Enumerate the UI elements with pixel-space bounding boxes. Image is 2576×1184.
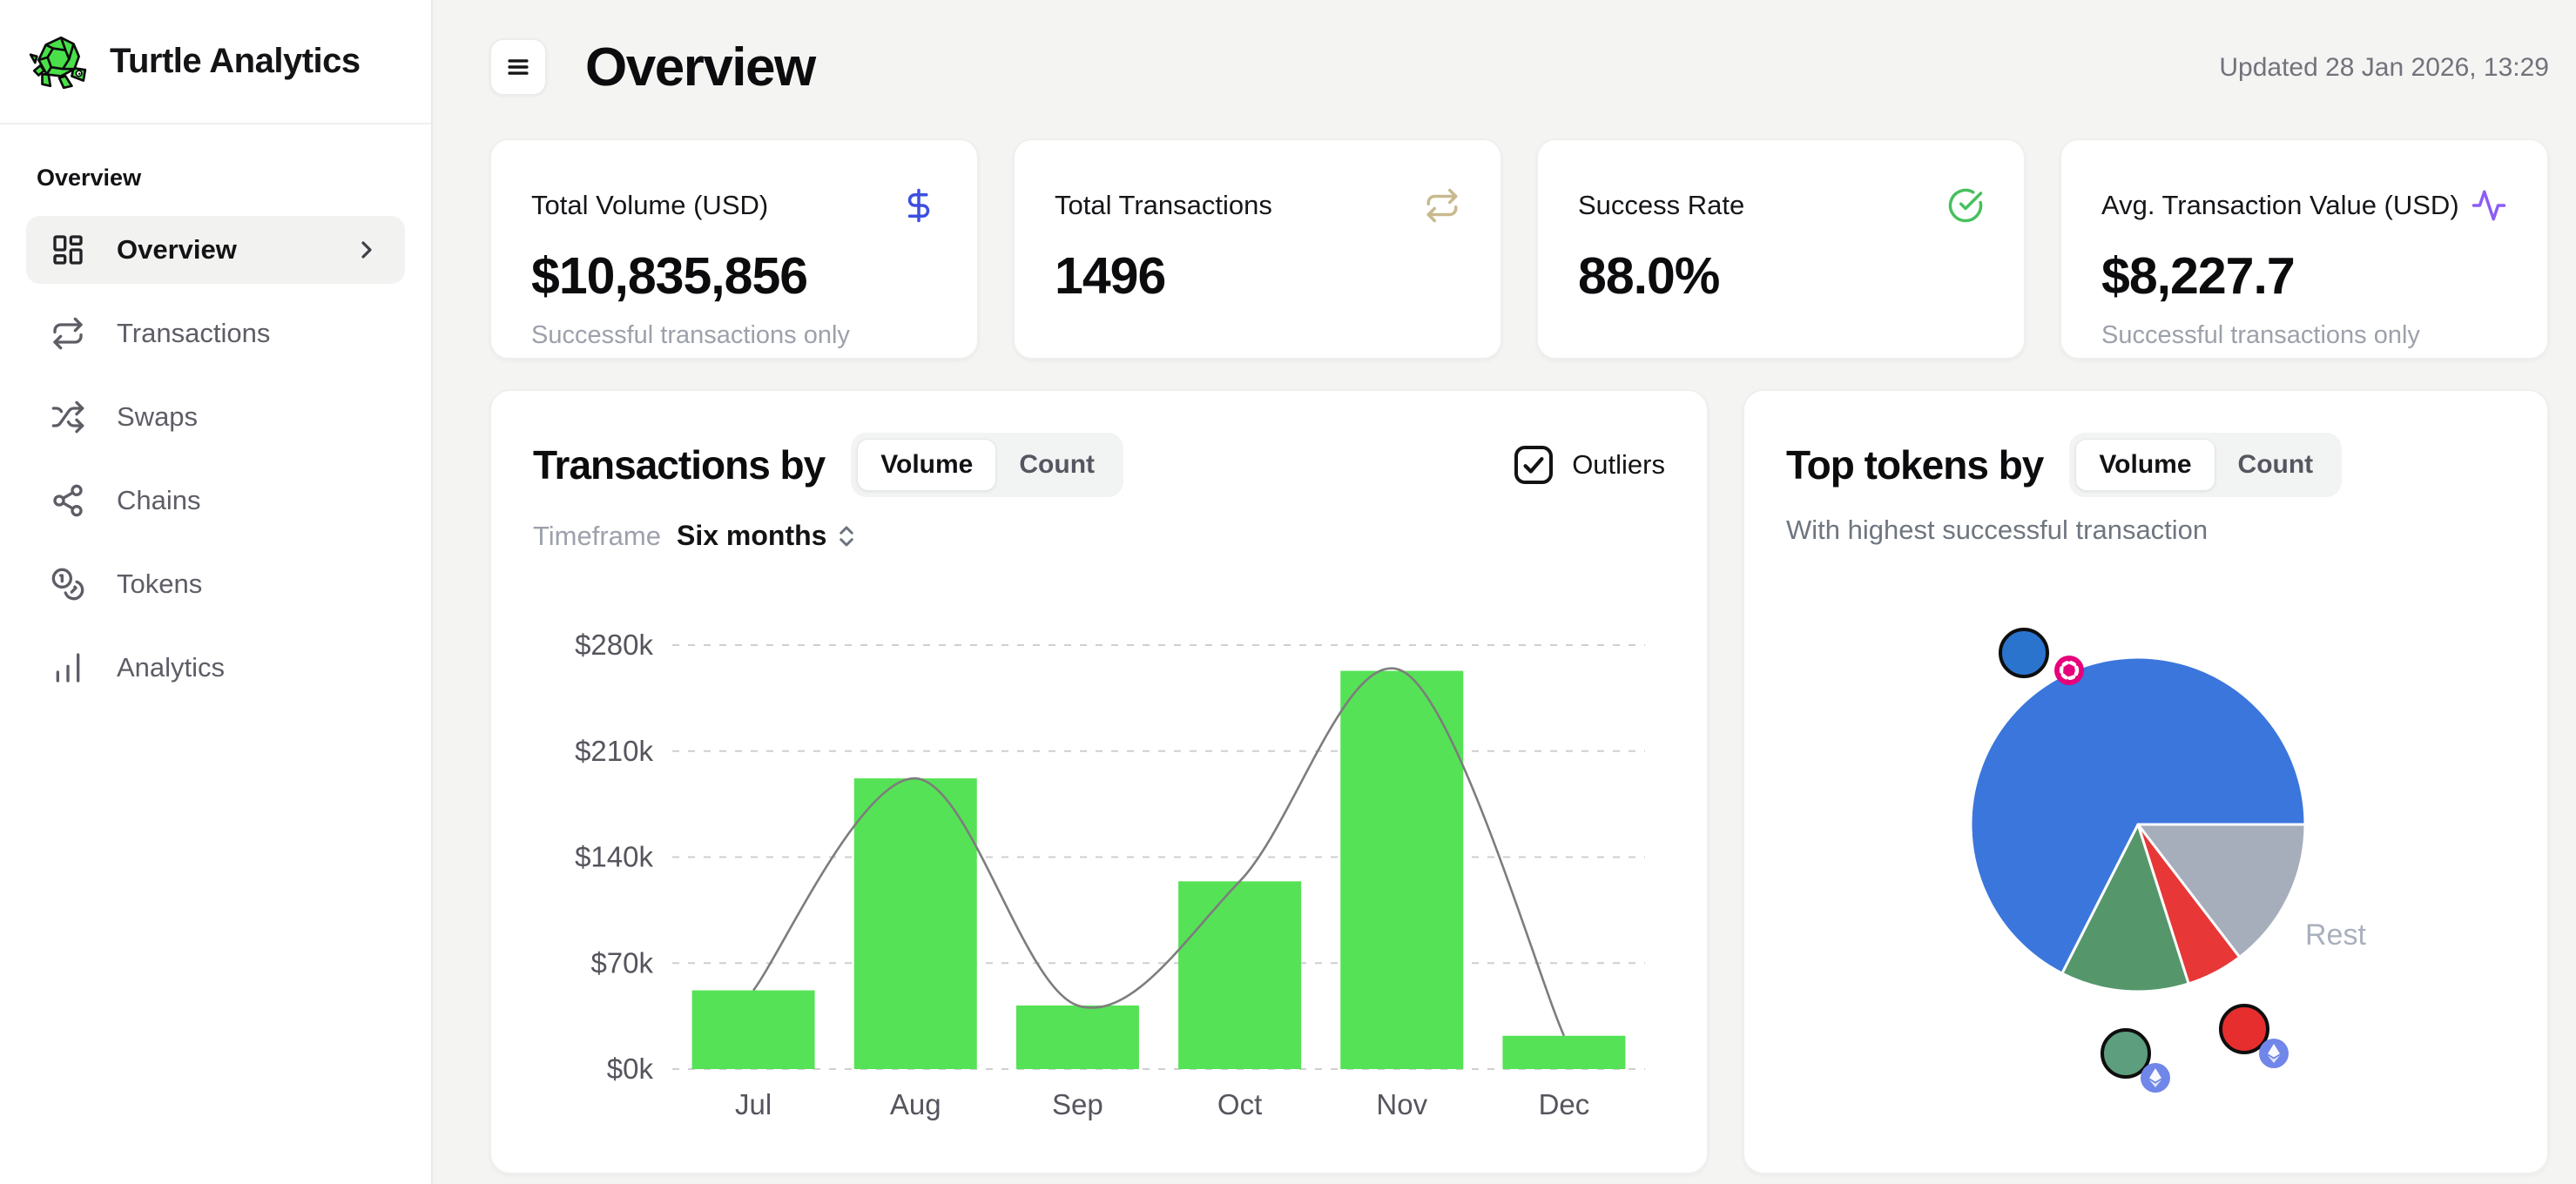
red-token-icon bbox=[2219, 1004, 2289, 1068]
timeframe-label: Timeframe bbox=[533, 520, 661, 551]
chevrons-up-down-icon bbox=[840, 526, 854, 546]
usdc-token-icon: $ bbox=[1999, 628, 2084, 685]
svg-text:$210k: $210k bbox=[575, 735, 653, 767]
bar-chart-icon bbox=[56, 653, 80, 683]
svg-text:Oct: Oct bbox=[1217, 1088, 1262, 1120]
tokens-panel-title: Top tokens by bbox=[1786, 442, 2044, 488]
tokens-volume-count-toggle: Volume Count bbox=[2069, 433, 2343, 497]
svg-text:Sep: Sep bbox=[1052, 1088, 1103, 1120]
sidebar-item-label: Transactions bbox=[117, 318, 271, 348]
sidebar-item-analytics[interactable]: Analytics bbox=[26, 634, 405, 702]
timeframe-value: Six months bbox=[676, 520, 827, 551]
transactions-panel: Transactions by Volume Count Outliers Ti… bbox=[489, 389, 1709, 1174]
svg-text:Nov: Nov bbox=[1376, 1088, 1427, 1120]
stat-subtitle: Successful transactions only bbox=[531, 321, 850, 349]
sidebar-item-tokens[interactable]: Tokens bbox=[26, 550, 405, 618]
transactions-bar-chart: $0k $70k $140k $210k $280k Jul Aug Sep Oct Nov Dec bbox=[575, 629, 1645, 1120]
page-title: Overview bbox=[585, 37, 816, 98]
stat-subtitle: Successful transactions only bbox=[2101, 321, 2420, 349]
check-icon bbox=[1523, 457, 1544, 474]
toggle-count-button[interactable]: Count bbox=[996, 439, 1117, 491]
svg-text:$0k: $0k bbox=[607, 1053, 654, 1085]
transactions-panel-title: Transactions by bbox=[533, 442, 826, 488]
top-tokens-panel: Top tokens by Volume Count With highest … bbox=[1743, 389, 2549, 1174]
stat-card-total-volume: Total Volume (USD) $10,835,856 Successfu… bbox=[489, 138, 979, 360]
sidebar-item-transactions[interactable]: Transactions bbox=[26, 299, 405, 367]
stat-value: 1496 bbox=[1055, 247, 1166, 305]
svg-text:Jul: Jul bbox=[735, 1088, 772, 1120]
stat-value: $8,227.7 bbox=[2101, 247, 2296, 305]
outliers-checkbox[interactable] bbox=[1514, 446, 1554, 484]
svg-text:$140k: $140k bbox=[575, 841, 653, 873]
turtle-logo-icon bbox=[29, 36, 87, 89]
ethereum-badge-icon bbox=[2259, 1039, 2289, 1068]
menu-button[interactable] bbox=[489, 37, 547, 96]
network-icon bbox=[53, 484, 83, 517]
shuffle-icon bbox=[51, 400, 84, 434]
stat-label: Total Transactions bbox=[1055, 190, 1272, 220]
sidebar-item-label: Swaps bbox=[117, 401, 199, 432]
menu-icon bbox=[508, 58, 529, 75]
dashboard-icon bbox=[53, 235, 83, 265]
stat-card-total-transactions: Total Transactions 1496 bbox=[1013, 138, 1502, 360]
polkadot-badge-icon bbox=[2054, 656, 2084, 685]
topbar: Overview Updated 28 Jan 2026, 13:29 bbox=[489, 37, 2549, 98]
sidebar-item-chains[interactable]: Chains bbox=[26, 467, 405, 535]
sidebar-item-label: Chains bbox=[117, 485, 201, 515]
outliers-label: Outliers bbox=[1572, 449, 1665, 480]
svg-text:Dec: Dec bbox=[1539, 1088, 1590, 1120]
nav-section-label: Overview bbox=[37, 165, 142, 191]
stat-value: 88.0% bbox=[1578, 247, 1720, 305]
coins-icon bbox=[51, 568, 84, 601]
panels-row: Transactions by Volume Count Outliers Ti… bbox=[489, 389, 2549, 1174]
outliers-checkbox-row[interactable]: Outliers bbox=[1514, 446, 1665, 484]
toggle-volume-button[interactable]: Volume bbox=[2075, 439, 2215, 491]
chevron-right-icon bbox=[361, 241, 372, 259]
circle-check-icon bbox=[1948, 188, 1983, 223]
toggle-count-button[interactable]: Count bbox=[2215, 439, 2337, 491]
ethereum-badge-icon bbox=[2141, 1063, 2170, 1093]
sidebar-item-label: Tokens bbox=[117, 568, 203, 599]
top-tokens-pie-chart bbox=[1969, 656, 2307, 993]
sidebar-nav: Overview Overview Transactions Swaps bbox=[0, 124, 431, 702]
main-content: Overview Updated 28 Jan 2026, 13:29 Tota… bbox=[433, 0, 2576, 1184]
stat-label: Avg. Transaction Value (USD) bbox=[2101, 190, 2459, 220]
stat-card-success-rate: Success Rate 88.0% bbox=[1536, 138, 2026, 360]
stat-label: Success Rate bbox=[1578, 190, 1745, 220]
brand: Turtle Analytics bbox=[0, 0, 431, 124]
stat-card-avg-transaction-value: Avg. Transaction Value (USD) $8,227.7 Su… bbox=[2060, 138, 2549, 360]
updated-timestamp: Updated 28 Jan 2026, 13:29 bbox=[2219, 52, 2549, 82]
toggle-volume-button[interactable]: Volume bbox=[857, 439, 997, 491]
sidebar-item-label: Analytics bbox=[117, 652, 226, 683]
sidebar-item-label: Overview bbox=[117, 234, 237, 265]
usdt-token-icon bbox=[2101, 1028, 2170, 1093]
transactions-volume-count-toggle: Volume Count bbox=[851, 433, 1124, 497]
stat-cards-row: Total Volume (USD) $10,835,856 Successfu… bbox=[489, 138, 2549, 360]
repeat-icon bbox=[53, 317, 83, 350]
activity-icon bbox=[2471, 190, 2506, 221]
svg-text:Aug: Aug bbox=[890, 1088, 941, 1120]
sidebar: Turtle Analytics Overview Overview Trans… bbox=[0, 0, 433, 1184]
rest-slice-label: Rest bbox=[2305, 918, 2366, 952]
svg-text:$70k: $70k bbox=[590, 946, 653, 979]
stat-value: $10,835,856 bbox=[531, 247, 808, 305]
repeat-icon bbox=[1426, 188, 1458, 223]
stat-label: Total Volume (USD) bbox=[531, 190, 769, 220]
dollar-icon bbox=[907, 188, 930, 223]
svg-text:$280k: $280k bbox=[575, 629, 653, 661]
brand-name: Turtle Analytics bbox=[110, 42, 361, 80]
tokens-panel-subtitle: With highest successful transaction bbox=[1786, 515, 2208, 545]
sidebar-item-overview[interactable]: Overview bbox=[26, 216, 405, 284]
timeframe-select[interactable]: Six months bbox=[677, 520, 860, 552]
sidebar-item-swaps[interactable]: Swaps bbox=[26, 383, 405, 451]
